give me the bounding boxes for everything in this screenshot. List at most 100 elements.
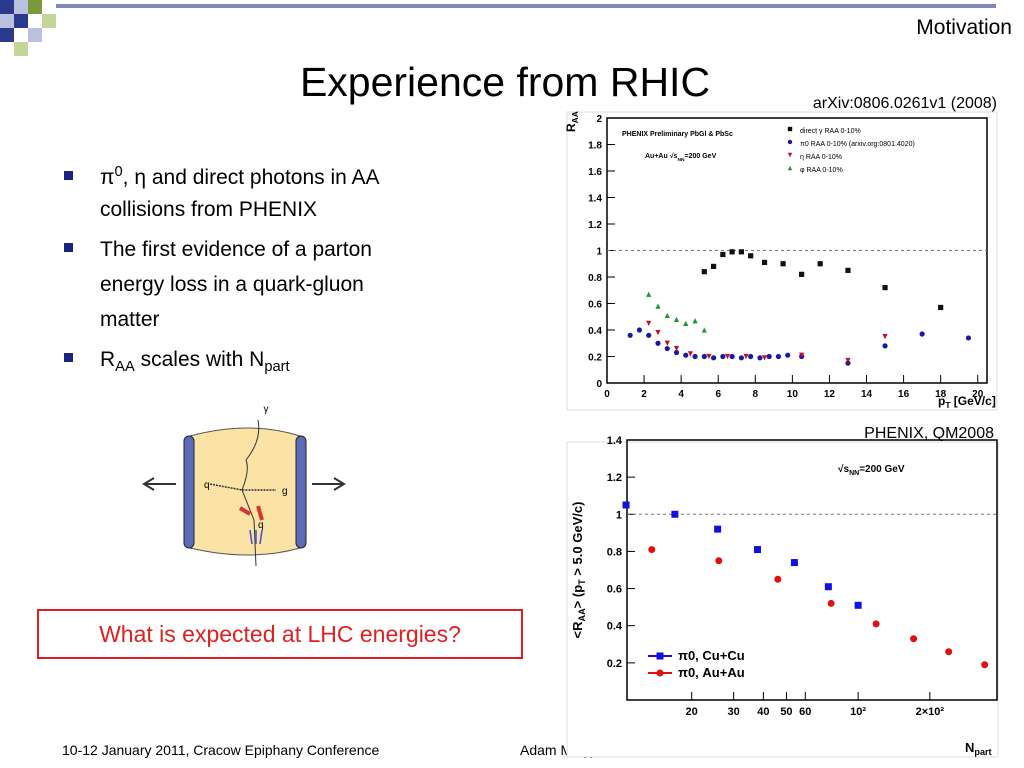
data-point [664, 312, 670, 319]
data-point [692, 318, 698, 324]
data-point [872, 620, 880, 628]
data-point [845, 267, 851, 273]
data-point [882, 285, 888, 291]
legend-label: η RAA 0-10% [800, 154, 842, 161]
legend-label: direct γ RAA 0-10% [800, 128, 861, 135]
diagram-label: q [204, 480, 210, 491]
data-point [664, 345, 670, 352]
y-tick-label: 1.2 [588, 220, 602, 231]
legend-marker [656, 669, 664, 677]
data-point [720, 251, 726, 258]
data-point [882, 334, 888, 340]
x-tick-label: 10² [850, 706, 866, 718]
data-point [748, 353, 754, 360]
data-point [945, 648, 953, 656]
data-point [738, 249, 744, 255]
data-point [882, 343, 888, 349]
y-tick-label: 1 [616, 509, 622, 521]
data-point [910, 635, 918, 643]
data-point [748, 253, 754, 259]
x-tick-label: 6 [715, 389, 721, 400]
y-tick-label: 0.8 [588, 273, 602, 284]
slide-title: Experience from RHIC [300, 59, 710, 105]
data-point [845, 357, 851, 364]
x-axis-label: Npart [965, 740, 992, 757]
bullet-text: π0, η and direct photons in AA [100, 164, 380, 189]
annotation: PHENIX Preliminary PbGl & PbSc [622, 131, 733, 138]
y-tick-label: 0.6 [607, 584, 622, 596]
corner-decoration [0, 0, 996, 56]
data-point [827, 599, 835, 607]
data-point [965, 335, 972, 341]
plot-frame [566, 441, 999, 758]
plot-source: arXiv:0806.0261v1 (2008) [813, 95, 997, 112]
data-point [720, 353, 726, 360]
data-point [701, 353, 707, 360]
legend-marker [787, 165, 793, 171]
y-tick-label: 1.2 [607, 472, 622, 484]
data-point [671, 510, 679, 518]
x-tick-label: 8 [753, 389, 759, 400]
bullet-text: The first evidence of a parton [100, 238, 372, 261]
data-point [692, 353, 698, 360]
y-axis-label: RAA [564, 111, 580, 132]
legend-label: π0, Au+Au [678, 665, 745, 680]
data-point [648, 546, 656, 554]
data-point [774, 575, 782, 583]
data-point [743, 353, 749, 360]
y-tick-label: 0.6 [588, 300, 602, 311]
data-point [854, 601, 862, 609]
data-point [738, 355, 744, 361]
data-point [729, 249, 735, 255]
y-tick-label: 2 [596, 114, 602, 125]
data-point [683, 352, 689, 358]
section-label: Motivation [916, 16, 1012, 39]
x-tick-label: 0 [604, 389, 610, 400]
data-point [729, 353, 735, 360]
x-tick-label: 10 [787, 389, 799, 400]
data-point [757, 355, 763, 361]
data-point [627, 332, 633, 338]
x-tick-label: 50 [780, 706, 792, 718]
plot-area [626, 439, 998, 701]
y-axis-label: <RAA> (pT > 5.0 GeV/c) [570, 502, 587, 639]
data-point [673, 345, 680, 352]
legend-marker [787, 126, 793, 132]
data-point [754, 546, 762, 554]
x-tick-label: 2 [641, 389, 647, 400]
data-point [780, 261, 786, 267]
data-point [673, 349, 680, 356]
data-point [761, 259, 768, 266]
x-tick-label: 12 [824, 389, 836, 400]
question-text: What is expected at LHC energies? [99, 621, 461, 647]
data-point [799, 271, 805, 277]
y-tick-label: 0.8 [607, 546, 622, 558]
y-tick-label: 0 [596, 379, 602, 390]
data-point [766, 353, 772, 360]
data-point [646, 332, 652, 338]
data-point [981, 661, 989, 669]
diagram-label: g [282, 486, 288, 497]
legend-marker [787, 139, 793, 145]
x-tick-label: 20 [972, 389, 984, 400]
bullet-text: collisions from PHENIX [100, 198, 317, 221]
annotation: √sNN=200 GeV [838, 464, 905, 477]
data-point [938, 304, 944, 311]
legend-marker [787, 152, 793, 158]
data-point [724, 353, 731, 360]
diagram-label: γ [264, 404, 269, 415]
bullet-list: π0, η and direct photons in AA collision… [64, 164, 380, 375]
legend-label: φ RAA 0-10% [800, 167, 843, 174]
x-axis-label: pT [GeV/c] [938, 394, 996, 410]
y-tick-label: 0.2 [588, 353, 602, 364]
legend-label: π0 RAA 0-10% (arxiv.org:0801.4020) [800, 141, 915, 148]
data-point [710, 263, 717, 269]
data-point [655, 340, 661, 346]
data-point [761, 355, 768, 361]
bullet-marker [64, 243, 73, 252]
x-tick-label: 20 [686, 706, 698, 718]
y-tick-label: 0.4 [588, 326, 602, 337]
data-point [687, 351, 694, 357]
question-box [37, 609, 523, 659]
